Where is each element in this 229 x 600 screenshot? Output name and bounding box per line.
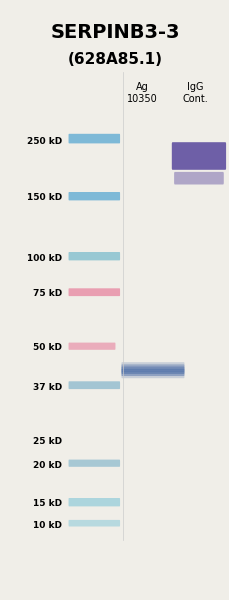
- Text: 20 kD: 20 kD: [33, 461, 62, 469]
- FancyBboxPatch shape: [68, 460, 120, 467]
- Text: 150 kD: 150 kD: [27, 193, 62, 202]
- FancyBboxPatch shape: [68, 288, 120, 296]
- Text: 15 kD: 15 kD: [33, 499, 62, 509]
- Text: 250 kD: 250 kD: [27, 136, 62, 145]
- Text: IgG
Cont.: IgG Cont.: [182, 82, 207, 104]
- FancyBboxPatch shape: [68, 252, 120, 260]
- Text: (628A85.1): (628A85.1): [67, 52, 162, 67]
- FancyBboxPatch shape: [121, 371, 184, 376]
- Text: Ag
10350: Ag 10350: [127, 82, 157, 104]
- FancyBboxPatch shape: [68, 343, 115, 350]
- Text: 37 kD: 37 kD: [33, 383, 62, 391]
- Text: 75 kD: 75 kD: [33, 289, 62, 298]
- FancyBboxPatch shape: [121, 373, 184, 378]
- Text: 10 kD: 10 kD: [33, 520, 62, 529]
- FancyBboxPatch shape: [121, 362, 184, 367]
- Text: 100 kD: 100 kD: [27, 254, 62, 263]
- FancyBboxPatch shape: [173, 172, 223, 185]
- FancyBboxPatch shape: [121, 367, 184, 371]
- FancyBboxPatch shape: [68, 134, 120, 143]
- Text: 50 kD: 50 kD: [33, 343, 62, 352]
- FancyBboxPatch shape: [171, 142, 225, 170]
- FancyBboxPatch shape: [68, 520, 120, 527]
- Text: SERPINB3-3: SERPINB3-3: [50, 23, 179, 43]
- FancyBboxPatch shape: [121, 369, 184, 374]
- FancyBboxPatch shape: [68, 192, 120, 200]
- Text: 25 kD: 25 kD: [33, 437, 62, 445]
- FancyBboxPatch shape: [121, 364, 184, 370]
- FancyBboxPatch shape: [68, 382, 120, 389]
- FancyBboxPatch shape: [68, 498, 120, 506]
